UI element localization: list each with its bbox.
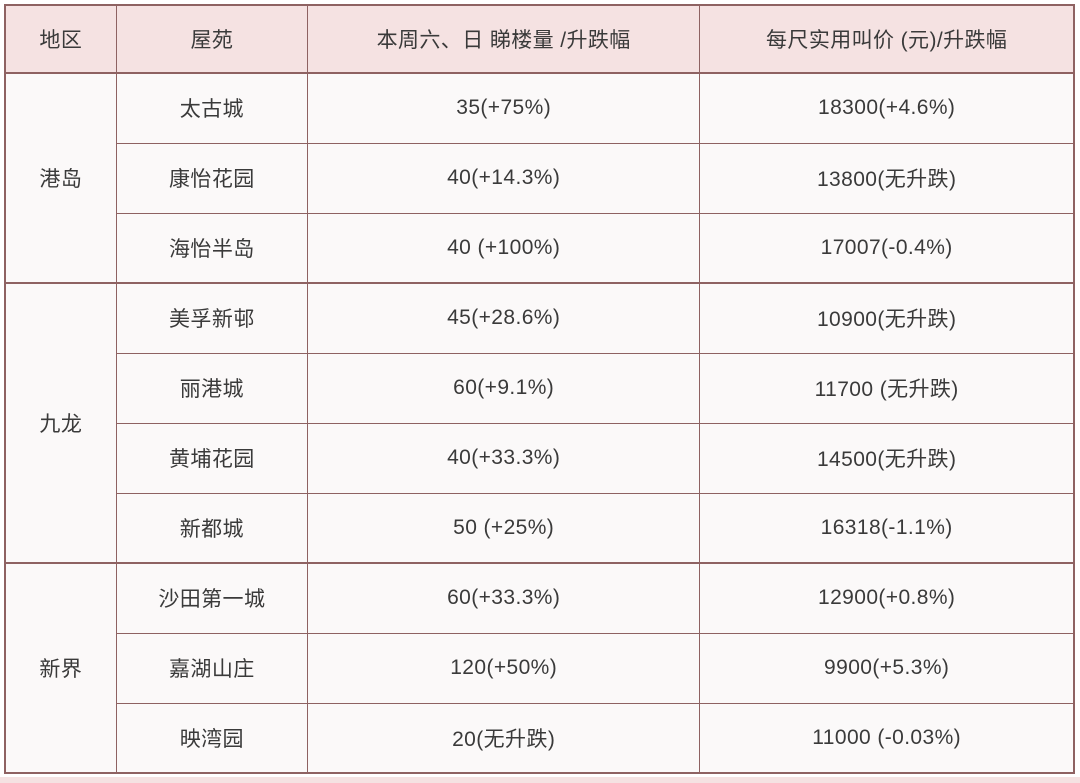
price-cell: 18300(+4.6%): [699, 72, 1075, 144]
col-header-views: 本周六、日 睇楼量 /升跌幅: [307, 4, 701, 74]
table-row: 新界 沙田第一城 60(+33.3%) 12900(+0.8%): [4, 562, 1075, 774]
property-viewings-table: 地区 屋苑 本周六、日 睇楼量 /升跌幅 每尺实用叫价 (元)/升跌幅 港岛 太…: [4, 4, 1075, 774]
table-row: 黄埔花园 40(+33.3%) 14500(无升跌): [5, 422, 1075, 494]
estate-cell: 太古城: [115, 72, 309, 144]
price-cell: 10900(无升跌): [699, 282, 1075, 354]
views-cell: 60(+9.1%): [307, 352, 701, 424]
estate-cell: 美孚新邨: [115, 282, 309, 354]
views-cell: 40 (+100%): [307, 212, 701, 284]
estate-cell: 新都城: [115, 492, 309, 564]
views-cell: 50 (+25%): [307, 492, 701, 564]
views-cell: 40(+14.3%): [307, 142, 701, 214]
region-cell-hong-kong-island: 港岛: [4, 72, 117, 284]
views-cell: 45(+28.6%): [307, 282, 701, 354]
price-cell: 16318(-1.1%): [699, 492, 1075, 564]
price-cell: 14500(无升跌): [699, 422, 1075, 494]
table-row: 港岛 太古城 35(+75%) 18300(+4.6%): [4, 72, 1075, 284]
col-header-estate: 屋苑: [115, 4, 309, 74]
price-cell: 11700 (无升跌): [699, 352, 1075, 424]
views-cell: 35(+75%): [307, 72, 701, 144]
table-row: 康怡花园 40(+14.3%) 13800(无升跌): [5, 142, 1075, 214]
estate-cell: 黄埔花园: [115, 422, 309, 494]
table-row: 丽港城 60(+9.1%) 11700 (无升跌): [5, 352, 1075, 424]
views-cell: 20(无升跌): [307, 702, 701, 774]
estate-cell: 丽港城: [115, 352, 309, 424]
price-cell: 13800(无升跌): [699, 142, 1075, 214]
col-header-price: 每尺实用叫价 (元)/升跌幅: [699, 4, 1075, 74]
price-cell: 17007(-0.4%): [699, 212, 1075, 284]
table-row: 九龙 美孚新邨 45(+28.6%) 10900(无升跌): [4, 282, 1075, 564]
views-cell: 60(+33.3%): [307, 562, 701, 634]
price-cell: 9900(+5.3%): [699, 632, 1075, 704]
region-cell-new-territories: 新界: [4, 562, 117, 774]
bottom-strip: [0, 777, 1080, 783]
views-cell: 120(+50%): [307, 632, 701, 704]
price-cell: 12900(+0.8%): [699, 562, 1075, 634]
table-row: 映湾园 20(无升跌) 11000 (-0.03%): [5, 702, 1075, 774]
table-row: 海怡半岛 40 (+100%) 17007(-0.4%): [5, 212, 1075, 284]
estate-cell: 嘉湖山庄: [115, 632, 309, 704]
col-header-region: 地区: [4, 4, 117, 74]
estate-cell: 海怡半岛: [115, 212, 309, 284]
estate-cell: 映湾园: [115, 702, 309, 774]
views-cell: 40(+33.3%): [307, 422, 701, 494]
estate-cell: 沙田第一城: [115, 562, 309, 634]
price-cell: 11000 (-0.03%): [699, 702, 1075, 774]
header-row: 地区 屋苑 本周六、日 睇楼量 /升跌幅 每尺实用叫价 (元)/升跌幅: [4, 4, 1075, 74]
table-row: 嘉湖山庄 120(+50%) 9900(+5.3%): [5, 632, 1075, 704]
table-row: 新都城 50 (+25%) 16318(-1.1%): [5, 492, 1075, 564]
region-cell-kowloon: 九龙: [4, 282, 117, 564]
estate-cell: 康怡花园: [115, 142, 309, 214]
